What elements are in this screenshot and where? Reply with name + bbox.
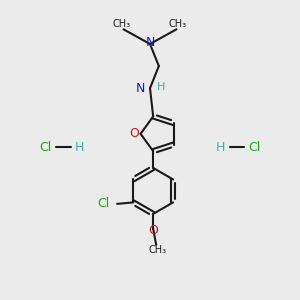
Text: N: N — [136, 82, 146, 95]
Text: CH₃: CH₃ — [169, 19, 187, 29]
Text: Cl: Cl — [39, 141, 52, 154]
Text: CH₃: CH₃ — [113, 19, 131, 29]
Text: N: N — [145, 36, 155, 49]
Text: O: O — [129, 127, 139, 140]
Text: Cl: Cl — [248, 141, 261, 154]
Text: Cl: Cl — [98, 197, 110, 210]
Text: H: H — [75, 141, 84, 154]
Text: H: H — [157, 82, 165, 92]
Text: O: O — [148, 224, 158, 237]
Text: H: H — [216, 141, 225, 154]
Text: CH₃: CH₃ — [148, 245, 167, 255]
